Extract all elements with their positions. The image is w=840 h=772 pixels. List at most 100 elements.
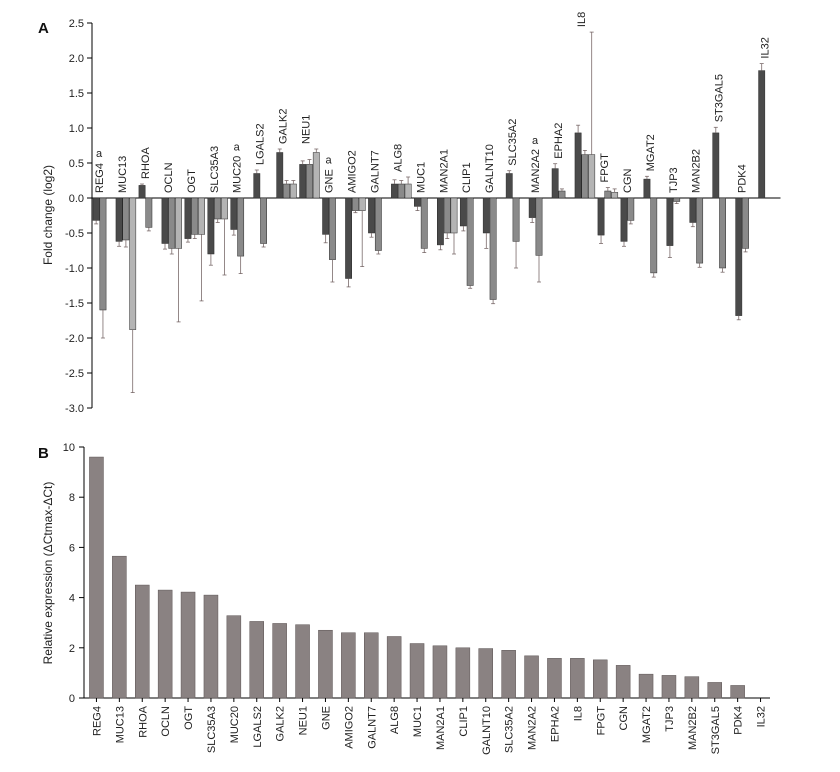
panel-b-gene-label: CLIP1: [458, 706, 470, 737]
panel-a-gene-label: MUC1: [415, 162, 427, 193]
panel-b-gene-label: MUC13: [114, 706, 126, 743]
panel-a-gene-label: GALK2: [278, 109, 290, 144]
panel-a-gene-label: OGT: [186, 169, 198, 193]
panel-b-gene-label: MUC20: [229, 706, 241, 743]
panel-a-y-tick-label: 2.5: [69, 18, 84, 30]
panel-a-bar: [214, 197, 222, 220]
panel-b-y-tick-label: 4: [69, 593, 75, 605]
panel-b-bar: [684, 676, 700, 699]
panel-a-bar: [391, 183, 398, 199]
panel-a-annotation-marker: a: [234, 142, 241, 154]
panel-a-bar: [535, 197, 543, 256]
panel-a-annotation-marker: a: [96, 148, 103, 160]
panel-a-bar: [115, 197, 123, 242]
panel-a-bar: [329, 197, 336, 260]
panel-b-bar: [707, 682, 722, 699]
panel-b-bar: [478, 648, 493, 699]
panel-b-gene-label: RHOA: [137, 705, 149, 737]
panel-a-bar: [459, 197, 467, 227]
panel-b-label: B: [38, 445, 49, 462]
panel-b-bar: [661, 675, 677, 699]
panel-b-gene-label: IL8: [572, 706, 584, 721]
panel-a-bar: [184, 197, 192, 239]
panel-b-gene-label: GALNT7: [366, 706, 378, 749]
panel-a-bar: [404, 183, 412, 199]
panel-a-bar: [696, 197, 704, 264]
panel-a-bar: [191, 197, 199, 235]
panel-b-bar: [249, 621, 264, 699]
panel-a-y-ticks: 2.5 2.0 1.5 1.0 0.5 0.0 -0.5 -1.0 -1.5 -2.0 -2.5 -3…: [65, 18, 92, 415]
panel-b-gene-label: MAN2A2: [527, 706, 539, 750]
panel-b-bar: [180, 591, 196, 699]
panel-a-bar: [611, 192, 619, 199]
panel-a-y-tick-label: -2.0: [65, 333, 84, 345]
panel-a-annotation-marker: a: [325, 155, 332, 167]
panel-a-gene-label: MAN2A1: [438, 149, 450, 193]
panel-a-bar: [489, 197, 497, 300]
panel-a-bar: [221, 197, 228, 220]
panel-a-bar: [558, 190, 566, 199]
panel-a-bar: [92, 197, 100, 221]
panel-b-gene-label: EPHA2: [549, 706, 561, 742]
panel-a-bar: [345, 197, 353, 279]
panel-b-ylabel: Relative expression (ΔCtmax-ΔCt): [41, 482, 55, 665]
panel-b-gene-label: IL32: [756, 706, 768, 727]
panel-a-gene-labels: REG4 a MUC13 RHOA OCLN OGT SLC35A3 MUC20 a LGALS2…: [94, 12, 772, 193]
panel-a-bar: [551, 168, 559, 199]
panel-a-bar: [168, 197, 176, 249]
panel-b-gene-label: TJP3: [664, 706, 676, 732]
panel-a-bar: [397, 183, 405, 199]
panel-a-bars: [92, 31, 766, 394]
panel-a-bar: [352, 197, 359, 211]
panel-b-bar: [638, 673, 654, 699]
panel-a-gene-label: MUC20: [232, 156, 244, 193]
panel-a-bar: [719, 197, 727, 269]
panel-a-gene-label: RHOA: [140, 147, 152, 179]
panel-a-gene-label: GALNT10: [484, 144, 496, 193]
panel-b-gene-label: ST3GAL5: [710, 706, 722, 754]
panel-b-gene-label: NEU1: [298, 706, 310, 735]
panel-a-ylabel: Fold change (log2): [41, 165, 55, 265]
panel-a-gene-label: MAN2A2: [530, 149, 542, 193]
panel-b-gene-label: MGAT2: [641, 706, 653, 743]
panel-a-bar: [312, 152, 320, 199]
panel-a-bar: [322, 197, 330, 235]
panel-b-bar: [112, 555, 127, 699]
panel-b-gene-label: SLC35A2: [504, 706, 516, 753]
panel-b-bar: [730, 685, 745, 699]
panel-a-gene-label: REG4: [94, 163, 106, 193]
panel-a-bar: [289, 183, 297, 199]
panel-a-bar: [627, 197, 635, 221]
panel-b-bar: [570, 658, 585, 699]
panel-a-gene-label: OCLN: [163, 162, 175, 193]
panel-b-gene-label: LGALS2: [252, 706, 264, 748]
panel-a-bar: [450, 197, 458, 234]
panel-b-bar: [341, 632, 356, 699]
panel-b-gene-label: MUC1: [412, 706, 424, 737]
panel-a-bar: [368, 197, 375, 234]
panel-a-bar: [299, 164, 307, 199]
panel-b-bar: [455, 647, 471, 699]
panel-b-y-tick-label: 6: [69, 542, 75, 554]
panel-a-bar: [512, 197, 520, 242]
panel-a-bar: [420, 197, 428, 249]
panel-a-bar: [466, 197, 474, 286]
panel-b-bar: [135, 584, 150, 699]
panel-b-gene-label: ALG8: [389, 706, 401, 734]
panel-a-bar: [276, 152, 284, 199]
panel-a-bar: [735, 197, 743, 316]
panel-b-bar: [157, 589, 173, 699]
panel-b-gene-label: GALNT10: [481, 706, 493, 755]
panel-b-gene-label: FPGT: [595, 706, 607, 736]
panel-a-bar: [620, 197, 628, 242]
panel-a-bar: [306, 164, 313, 199]
panel-a-y-tick-label: -1.0: [65, 263, 84, 275]
panel-b-gene-label: CGN: [618, 706, 630, 731]
panel-a-y-tick-label: 2.0: [69, 53, 84, 65]
panel-b-bar: [226, 615, 242, 699]
panel-a-bar: [283, 183, 290, 199]
panel-a-bar: [129, 197, 137, 330]
panel-b-gene-label: PDK4: [733, 706, 745, 735]
panel-a-bar: [597, 197, 605, 236]
